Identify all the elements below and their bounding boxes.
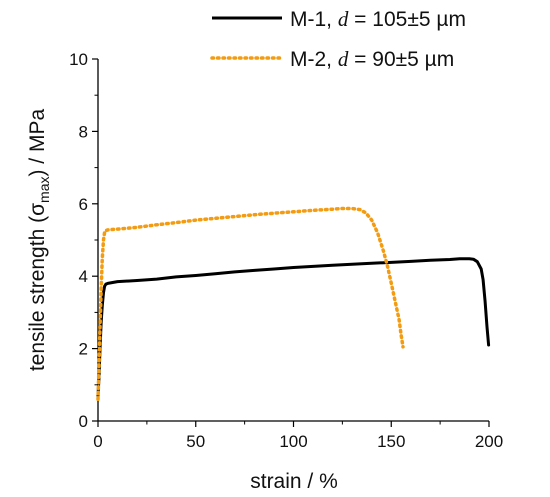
legend-label-m2: M-2, d = 90±5 µm: [290, 47, 454, 71]
x-axis-title: strain / %: [250, 470, 338, 493]
series-line-2: [96, 206, 405, 402]
legend-m1-value: = 105±5 µm: [348, 8, 466, 31]
legend-label-m1: M-1, d = 105±5 µm: [290, 7, 466, 31]
x-tick-label-0: 0: [93, 432, 102, 451]
y-tick-label-6: 6: [79, 195, 88, 214]
x-tick-label-100: 100: [279, 432, 307, 451]
ticks-layer: 0 50 100 150 200 0 2 4 6 8 10: [69, 50, 503, 451]
y-axis-title-suffix: ) / MPa: [26, 109, 49, 177]
series-line-1: [96, 257, 491, 398]
axes: [97, 59, 489, 422]
legend: M-1, d = 105±5 µm M-2, d = 90±5 µm: [210, 7, 466, 71]
series-layer: [96, 206, 491, 402]
y-axis-title: tensile strength (σmax) / MPa: [26, 109, 52, 372]
legend-m1-var: d: [338, 7, 349, 31]
x-tick-label-50: 50: [186, 432, 205, 451]
legend-m1-label: M-1,: [290, 8, 338, 31]
y-tick-label-0: 0: [79, 412, 88, 431]
x-tick-label-150: 150: [377, 432, 405, 451]
legend-m2-var: d: [338, 47, 349, 71]
y-axis-title-prefix: tensile strength (σ: [26, 203, 49, 371]
y-axis-title-subscript: max: [36, 177, 52, 203]
legend-m2-value: = 90±5 µm: [348, 48, 454, 71]
y-tick-label-2: 2: [79, 340, 88, 359]
y-tick-label-10: 10: [69, 50, 88, 69]
y-tick-label-4: 4: [79, 267, 88, 286]
x-tick-label-200: 200: [475, 432, 503, 451]
legend-m2-label: M-2,: [290, 48, 338, 71]
y-tick-label-8: 8: [79, 122, 88, 141]
